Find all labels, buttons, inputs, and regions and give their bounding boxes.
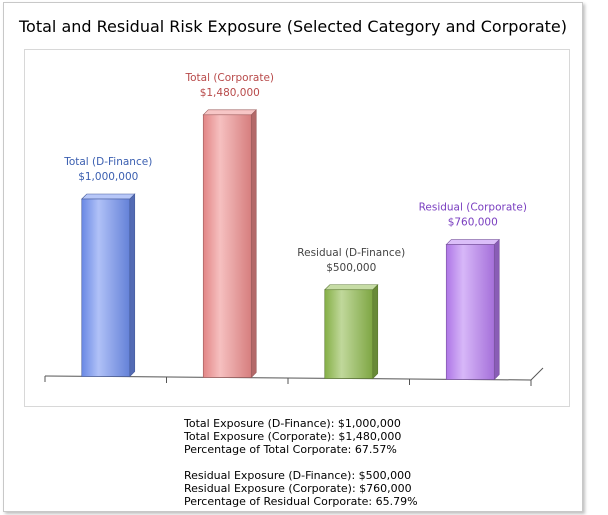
bar-top-face: [445, 239, 500, 245]
bar-side-face: [250, 109, 257, 379]
chart-title: Total and Residual Risk Exposure (Select…: [19, 17, 567, 36]
bar-value-label: $1,480,000: [200, 87, 260, 99]
bar-2: [324, 284, 379, 380]
bar-top-face: [202, 109, 257, 116]
summary-spacer: [184, 456, 418, 469]
summary-residual-d-finance: Residual Exposure (D-Finance): $500,000: [184, 469, 412, 482]
bar-value-label: $1,000,000: [78, 171, 138, 183]
bar-chart: Total (D-Finance) $1,000,000 Total (Corpor…: [44, 72, 544, 386]
bar-front-face: [81, 198, 131, 377]
bar-1: [202, 109, 257, 379]
bar-side-face: [129, 193, 136, 378]
bar-value-label: $760,000: [448, 217, 498, 229]
summary-pct-total: Percentage of Total Corporate: 67.57%: [184, 443, 397, 456]
bar-3: [445, 238, 500, 381]
plot-area: Total (D-Finance) $1,000,000 Total (Corpor…: [24, 49, 570, 407]
bar-side-face: [493, 238, 500, 381]
bar-value-label: $500,000: [326, 262, 376, 274]
bar-top-face: [324, 284, 379, 291]
summary-total-corporate: Total Exposure (Corporate): $1,480,000: [184, 430, 402, 443]
bar-category-label: Total (Corporate): [184, 72, 274, 84]
bar-front-face: [324, 289, 374, 379]
summary-pct-residual: Percentage of Residual Corporate: 65.79%: [184, 495, 418, 508]
summary-residual-corporate: Residual Exposure (Corporate): $760,000: [184, 482, 412, 495]
chart-panel: Total and Residual Risk Exposure (Select…: [3, 2, 583, 512]
bar-0: [81, 193, 136, 378]
bar-category-label: Residual (Corporate): [419, 202, 527, 214]
bar-front-face: [445, 244, 495, 380]
bar-category-label: Residual (D-Finance): [297, 247, 405, 259]
bar-front-face: [202, 114, 252, 378]
exposure-summary: Total Exposure (D-Finance): $1,000,000 T…: [184, 417, 418, 508]
summary-total-d-finance: Total Exposure (D-Finance): $1,000,000: [184, 417, 401, 430]
bar-category-label: Total (D-Finance): [63, 156, 152, 168]
x-axis-depth-line: [530, 367, 544, 381]
bar-side-face: [372, 284, 379, 380]
bar-top-face: [81, 193, 136, 200]
